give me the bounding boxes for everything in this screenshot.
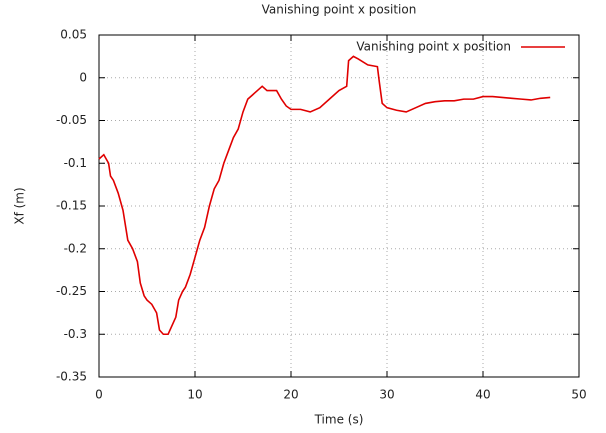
y-axis-label: Xf (m)	[13, 187, 27, 224]
y-tick-label: -0.05	[56, 113, 87, 127]
y-tick-label: 0.05	[60, 28, 87, 42]
chart-title: Vanishing point x position	[262, 3, 417, 17]
x-tick-label: 0	[95, 388, 103, 402]
legend-label: Vanishing point x position	[356, 40, 511, 54]
x-tick-label: 10	[187, 388, 202, 402]
y-tick-label: -0.15	[56, 199, 87, 213]
y-tick-label: 0	[79, 70, 87, 84]
x-tick-label: 20	[283, 388, 298, 402]
x-tick-label: 40	[475, 388, 490, 402]
x-axis-label: Time (s)	[314, 413, 364, 427]
data-line	[98, 55, 551, 336]
y-tick-label: -0.2	[64, 241, 87, 255]
plot-frame	[98, 34, 580, 378]
y-tick-label: -0.25	[56, 284, 87, 298]
y-tick-label: -0.1	[64, 156, 87, 170]
x-tick-label: 30	[379, 388, 394, 402]
x-tick-label: 50	[571, 388, 586, 402]
y-tick-label: -0.35	[56, 370, 87, 384]
y-tick-label: -0.3	[64, 327, 87, 341]
